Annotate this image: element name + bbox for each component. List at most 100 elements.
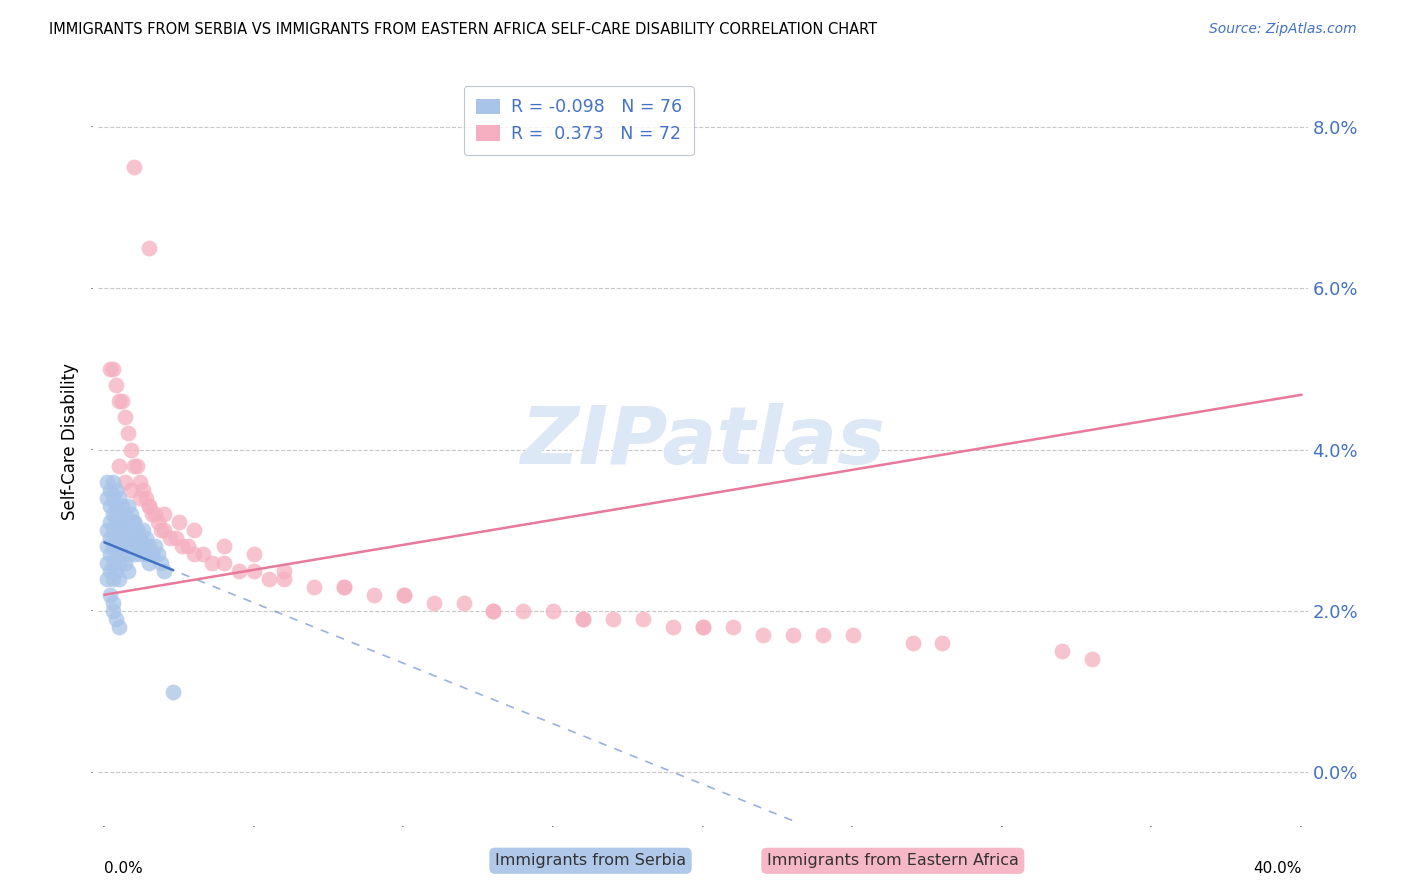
Point bbox=[143, 540, 166, 554]
Point bbox=[138, 499, 160, 513]
Point bbox=[138, 540, 160, 554]
Point bbox=[108, 507, 131, 521]
Y-axis label: Self-Care Disability: Self-Care Disability bbox=[62, 363, 79, 520]
Point bbox=[100, 362, 122, 376]
Point bbox=[108, 556, 131, 570]
Point bbox=[96, 556, 118, 570]
Point bbox=[392, 588, 415, 602]
Point bbox=[96, 572, 118, 586]
Point bbox=[100, 532, 122, 546]
Point bbox=[129, 532, 152, 546]
Point bbox=[111, 532, 134, 546]
Point bbox=[117, 532, 139, 546]
Point bbox=[138, 499, 160, 513]
Point bbox=[105, 378, 128, 392]
Point bbox=[103, 540, 125, 554]
Point bbox=[257, 572, 280, 586]
Point bbox=[103, 572, 125, 586]
Text: Immigrants from Eastern Africa: Immigrants from Eastern Africa bbox=[766, 854, 1019, 868]
Point bbox=[124, 548, 146, 562]
Point bbox=[103, 475, 125, 489]
Point bbox=[392, 588, 415, 602]
Point bbox=[752, 628, 775, 642]
Point bbox=[138, 556, 160, 570]
Point bbox=[108, 394, 131, 409]
Point bbox=[167, 515, 190, 529]
Point bbox=[108, 523, 131, 537]
Point bbox=[782, 628, 804, 642]
Point bbox=[228, 564, 250, 578]
Point bbox=[111, 548, 134, 562]
Point bbox=[138, 241, 160, 255]
Point bbox=[931, 636, 953, 650]
Point bbox=[172, 540, 194, 554]
Point bbox=[100, 588, 122, 602]
Point bbox=[114, 523, 136, 537]
Point bbox=[148, 515, 170, 529]
Point bbox=[141, 507, 163, 521]
Point bbox=[1081, 652, 1104, 666]
Point bbox=[901, 636, 924, 650]
Point bbox=[100, 564, 122, 578]
Point bbox=[201, 556, 224, 570]
Point bbox=[572, 612, 595, 626]
Point bbox=[127, 540, 149, 554]
Point bbox=[243, 564, 266, 578]
Point bbox=[114, 540, 136, 554]
Point bbox=[103, 507, 125, 521]
Point bbox=[103, 491, 125, 505]
Point bbox=[273, 572, 295, 586]
Point bbox=[105, 499, 128, 513]
Point bbox=[183, 523, 205, 537]
Point bbox=[103, 596, 125, 610]
Point bbox=[162, 684, 184, 698]
Point bbox=[117, 499, 139, 513]
Point bbox=[811, 628, 834, 642]
Point bbox=[141, 548, 163, 562]
Point bbox=[177, 540, 200, 554]
Point bbox=[105, 564, 128, 578]
Point bbox=[153, 523, 176, 537]
Point bbox=[543, 604, 565, 618]
Point bbox=[124, 515, 146, 529]
Point bbox=[243, 548, 266, 562]
Point bbox=[143, 507, 166, 521]
Point bbox=[721, 620, 744, 634]
Point bbox=[100, 483, 122, 497]
Point bbox=[1050, 644, 1073, 658]
Point bbox=[482, 604, 505, 618]
Point bbox=[129, 475, 152, 489]
Legend: R = -0.098   N = 76, R =  0.373   N = 72: R = -0.098 N = 76, R = 0.373 N = 72 bbox=[464, 87, 695, 155]
Text: 40.0%: 40.0% bbox=[1253, 861, 1302, 876]
Point bbox=[141, 548, 163, 562]
Point bbox=[108, 620, 131, 634]
Point bbox=[105, 548, 128, 562]
Point bbox=[105, 483, 128, 497]
Point bbox=[132, 483, 155, 497]
Point bbox=[103, 362, 125, 376]
Point bbox=[135, 532, 157, 546]
Point bbox=[105, 612, 128, 626]
Point bbox=[165, 532, 187, 546]
Point bbox=[120, 507, 142, 521]
Point bbox=[135, 491, 157, 505]
Point bbox=[127, 523, 149, 537]
Point bbox=[120, 540, 142, 554]
Point bbox=[153, 564, 176, 578]
Point bbox=[103, 556, 125, 570]
Point bbox=[117, 564, 139, 578]
Point bbox=[183, 548, 205, 562]
Point bbox=[692, 620, 714, 634]
Point bbox=[662, 620, 685, 634]
Text: 0.0%: 0.0% bbox=[104, 861, 143, 876]
Point bbox=[100, 515, 122, 529]
Point bbox=[108, 540, 131, 554]
Point bbox=[105, 515, 128, 529]
Point bbox=[129, 548, 152, 562]
Point bbox=[453, 596, 475, 610]
Point bbox=[150, 523, 173, 537]
Point bbox=[273, 564, 295, 578]
Point bbox=[114, 410, 136, 425]
Point bbox=[114, 556, 136, 570]
Point bbox=[631, 612, 654, 626]
